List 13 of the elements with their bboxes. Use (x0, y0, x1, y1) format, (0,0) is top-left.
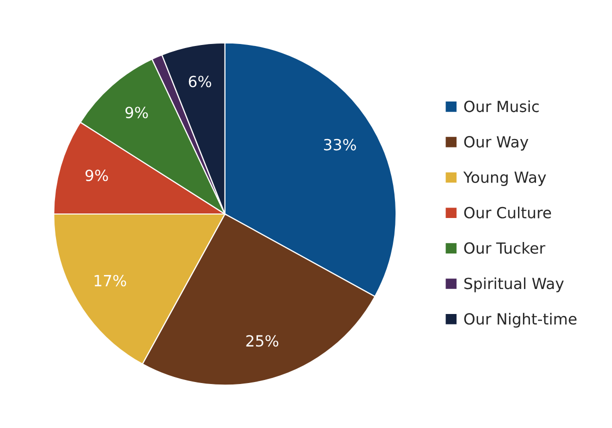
legend-label: Our Night-time (464, 312, 576, 328)
legend-label: Our Culture (464, 206, 551, 218)
data-label: 33% (324, 138, 356, 150)
legend-label: Our Tucker (464, 242, 546, 254)
data-label: 17% (94, 274, 126, 286)
data-label: 6% (188, 76, 212, 88)
legend-label: Our Way (464, 136, 528, 151)
legend-label: Young Way (463, 172, 546, 186)
data-label: 9% (125, 106, 148, 118)
legend-label: Our Music (464, 100, 539, 112)
legend-label: Spiritual Way (464, 277, 564, 292)
data-label: 9% (86, 170, 108, 182)
data-label: 25% (246, 335, 278, 347)
